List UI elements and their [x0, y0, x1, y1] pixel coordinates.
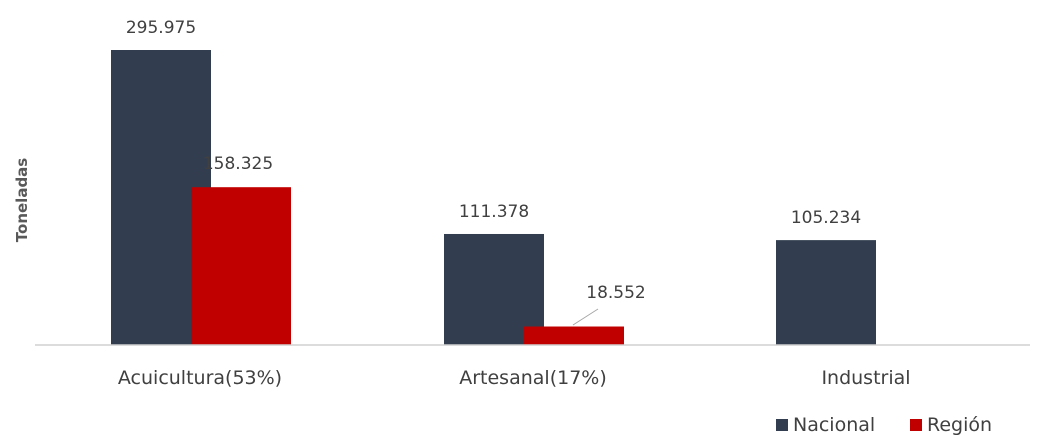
category-label: Acuicultura(53%) [118, 367, 282, 389]
category-label: Industrial [821, 367, 910, 389]
category-labels: Acuicultura(53%) Artesanal(17%) Industrial [118, 367, 911, 389]
bar-region-1 [524, 326, 624, 345]
data-label: 158.325 [203, 154, 273, 174]
bar-nacional-1 [444, 233, 544, 345]
legend-label: Región [927, 414, 992, 436]
data-label: 18.552 [586, 283, 645, 303]
data-label-leader-line [572, 308, 599, 326]
category-label: Artesanal(17%) [459, 367, 607, 389]
bars-group: 295.975 158.325 111.378 18.552 105.234 [111, 18, 876, 345]
legend-swatch [776, 419, 788, 431]
data-label: 105.234 [791, 208, 861, 228]
data-label: 111.378 [459, 202, 529, 222]
bar-nacional-2 [776, 240, 876, 345]
legend: Nacional Región [776, 414, 992, 436]
data-label: 295.975 [126, 18, 196, 38]
y-axis-label: Toneladas [13, 158, 31, 243]
legend-label: Nacional [793, 414, 875, 436]
bar-region-0 [191, 187, 291, 345]
legend-swatch [910, 419, 922, 431]
